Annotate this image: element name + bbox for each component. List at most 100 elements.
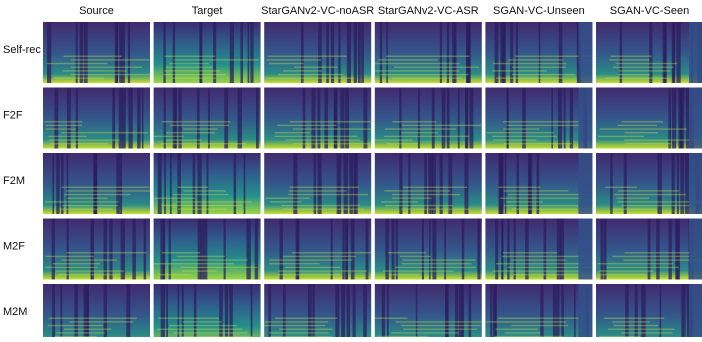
harmonic-band bbox=[496, 263, 585, 265]
silence-stripe bbox=[324, 87, 329, 149]
silence-stripe bbox=[408, 153, 411, 214]
silence-stripe bbox=[103, 284, 108, 342]
silence-stripe bbox=[556, 218, 561, 280]
harmonic-band bbox=[498, 186, 541, 188]
harmonic-band bbox=[70, 59, 150, 61]
silence-stripe bbox=[675, 218, 679, 280]
silence-stripe bbox=[122, 87, 126, 149]
harmonic-band bbox=[383, 270, 454, 272]
spectrogram bbox=[264, 22, 372, 83]
spectrogram-background bbox=[374, 87, 482, 149]
silence-stripe bbox=[671, 153, 675, 214]
harmonic-band bbox=[374, 62, 460, 65]
silence-stripe bbox=[439, 153, 443, 214]
harmonic-band bbox=[612, 255, 695, 258]
row-label: Self-rec bbox=[3, 44, 41, 56]
row-label: F2F bbox=[3, 109, 23, 121]
harmonic-band bbox=[173, 332, 248, 334]
silence-stripe bbox=[429, 218, 431, 280]
silence-stripe bbox=[469, 87, 474, 149]
silence-stripe bbox=[552, 284, 556, 342]
silence-stripe bbox=[143, 218, 147, 280]
silence-stripe bbox=[455, 284, 459, 342]
harmonic-band bbox=[597, 263, 673, 265]
silence-stripe bbox=[417, 87, 420, 149]
padding-region bbox=[689, 87, 702, 149]
harmonic-band bbox=[267, 55, 347, 57]
silence-stripe bbox=[243, 153, 246, 214]
harmonic-band bbox=[69, 321, 134, 323]
harmonic-band bbox=[511, 324, 569, 327]
silence-stripe bbox=[538, 22, 541, 83]
silence-stripe bbox=[66, 218, 69, 280]
silence-stripe bbox=[431, 87, 435, 149]
harmonic-band bbox=[607, 328, 675, 330]
spectrogram bbox=[485, 284, 593, 342]
spectrogram bbox=[374, 153, 482, 214]
silence-stripe bbox=[318, 22, 322, 83]
silence-stripe bbox=[574, 284, 576, 342]
harmonic-band bbox=[268, 263, 320, 265]
silence-stripe bbox=[60, 284, 63, 342]
silence-stripe bbox=[540, 284, 544, 342]
spectrogram bbox=[596, 87, 702, 149]
silence-stripe bbox=[343, 153, 348, 214]
harmonic-band bbox=[45, 128, 77, 130]
silence-stripe bbox=[495, 218, 499, 280]
silence-stripe bbox=[353, 153, 356, 214]
harmonic-band bbox=[178, 208, 228, 210]
harmonic-band bbox=[387, 252, 426, 254]
silence-stripe bbox=[361, 22, 364, 83]
silence-stripe bbox=[168, 218, 171, 280]
harmonic-band bbox=[275, 317, 338, 319]
silence-stripe bbox=[352, 284, 356, 342]
harmonic-band bbox=[160, 143, 247, 145]
silence-stripe bbox=[686, 284, 689, 342]
silence-stripe bbox=[197, 218, 202, 280]
silence-stripe bbox=[506, 87, 509, 149]
harmonic-band bbox=[492, 139, 537, 141]
spectrogram bbox=[43, 22, 155, 83]
silence-stripe bbox=[160, 218, 165, 280]
harmonic-band bbox=[61, 186, 150, 188]
harmonic-band bbox=[612, 66, 674, 68]
harmonic-band bbox=[283, 70, 322, 72]
harmonic-band bbox=[166, 132, 215, 134]
harmonic-band bbox=[609, 59, 650, 61]
silence-stripe bbox=[282, 284, 286, 342]
silence-stripe bbox=[336, 153, 339, 214]
padding-region bbox=[689, 22, 702, 83]
silence-stripe bbox=[300, 22, 304, 83]
silence-stripe bbox=[335, 284, 340, 342]
silence-stripe bbox=[224, 284, 229, 342]
silence-stripe bbox=[91, 218, 95, 280]
silence-stripe bbox=[213, 22, 217, 83]
silence-stripe bbox=[331, 22, 335, 83]
silence-stripe bbox=[490, 284, 493, 342]
harmonic-band bbox=[61, 259, 117, 261]
harmonic-band bbox=[623, 259, 702, 261]
silence-stripe bbox=[529, 153, 533, 214]
silence-stripe bbox=[196, 87, 200, 149]
harmonic-band bbox=[52, 263, 100, 265]
silence-stripe bbox=[172, 22, 176, 83]
harmonic-band bbox=[375, 70, 460, 72]
silence-stripe bbox=[344, 218, 348, 280]
silence-stripe bbox=[603, 218, 607, 280]
harmonic-band bbox=[384, 128, 456, 130]
silence-stripe bbox=[432, 153, 436, 214]
silence-stripe bbox=[118, 87, 123, 149]
silence-stripe bbox=[430, 153, 433, 214]
harmonic-band bbox=[294, 66, 338, 68]
harmonic-band bbox=[501, 255, 585, 258]
harmonic-band bbox=[70, 73, 155, 76]
harmonic-band bbox=[515, 55, 603, 57]
silence-stripe bbox=[157, 153, 162, 214]
harmonic-band bbox=[384, 135, 470, 138]
silence-stripe bbox=[177, 284, 180, 342]
harmonic-band bbox=[292, 143, 371, 145]
silence-stripe bbox=[600, 218, 603, 280]
silence-stripe bbox=[439, 22, 443, 83]
silence-stripe bbox=[477, 218, 481, 280]
